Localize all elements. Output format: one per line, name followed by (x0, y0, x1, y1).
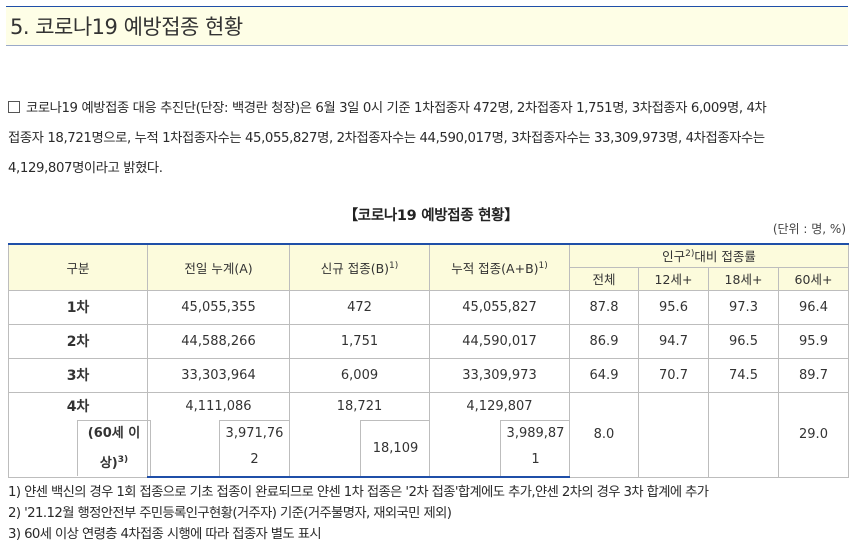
sub-cell-prev: 3,971,76 2 (147, 420, 290, 478)
cell-ratio-18: 97.3 (708, 289, 779, 325)
sub-cell-new: 18,109 (289, 420, 430, 478)
cell-ratio-12: 95.6 (638, 289, 709, 325)
cell-prev: 33,303,964 (147, 357, 290, 393)
footnote-2: 2) '21.12월 행정안전부 주민등록인구현황(거주자) 기준(거주불명자,… (8, 506, 452, 521)
cell-prev: 4,111,086 (147, 391, 290, 420)
header-new: 신규 접종(B)1) (289, 243, 430, 291)
cell-ratio-12: 70.7 (638, 357, 709, 393)
footnote-3: 3) 60세 이상 연령층 4차접종 시행에 따라 접종자 별도 표시 (8, 527, 322, 542)
cell-new: 472 (289, 289, 430, 325)
cell-ratio-18: 96.5 (708, 323, 779, 359)
cell-ratio-all: 87.8 (569, 289, 639, 325)
cell-ratio-60: 89.7 (778, 357, 849, 393)
row-label: 2차 (8, 323, 148, 359)
footnote-1: 1) 얀센 백신의 경우 1회 접종으로 기초 접종이 완료되므로 얀센 1차 … (8, 485, 709, 500)
table-row: 1차 45,055,355 472 45,055,827 87.8 95.6 9… (8, 289, 849, 325)
header-prev-cumulative: 전일 누계(A) (147, 243, 290, 291)
table-row-sub: (60세 이 상)3) 3,971,76 2 18,109 (8, 420, 849, 478)
cell-ratio-18 (708, 391, 779, 478)
cell-new: 1,751 (289, 323, 430, 359)
table-row: 4차 4,111,086 18,721 4,129,807 8.0 29.0 (8, 391, 849, 478)
section-header: 5. 코로나19 예방접종 현황 (6, 6, 848, 46)
header-ratio-18: 18세+ (708, 266, 779, 291)
header-ratio: 인구2)대비 접종률 (569, 243, 849, 268)
header-category: 구분 (8, 243, 148, 291)
sub-row-label-cell: (60세 이 상)3) (8, 420, 151, 478)
cell-ratio-all: 8.0 (569, 391, 639, 478)
table-unit: (단위 : 명, %) (772, 222, 846, 236)
cell-ratio-12 (638, 391, 709, 478)
row-label: 3차 (8, 357, 148, 393)
cell-ratio-12: 94.7 (638, 323, 709, 359)
row-label: 1차 (8, 289, 148, 325)
sub-cell-cumulative: 3,989,87 1 (429, 420, 570, 478)
cell-cumulative: 44,590,017 (429, 323, 570, 359)
header-ratio-all: 전체 (569, 266, 639, 291)
header-ratio-60: 60세+ (778, 266, 849, 291)
sub-row-label: (60세 이 상)3) (77, 420, 151, 477)
cell-ratio-all: 86.9 (569, 323, 639, 359)
table-row: 2차 44,588,266 1,751 44,590,017 86.9 94.7… (8, 323, 849, 359)
cell-ratio-60: 96.4 (778, 289, 849, 325)
cell-new: 18,721 (289, 391, 430, 420)
intro-paragraph: 코로나19 예방접종 대응 추진단(단장: 백경란 청장)은 6월 3일 0시 … (8, 94, 850, 184)
vaccination-table: 구분 전일 누계(A) 신규 접종(B)1) 누적 접종(A+B)1) 인구2)… (8, 243, 849, 478)
cell-prev: 44,588,266 (147, 323, 290, 359)
section-title: 5. 코로나19 예방접종 현황 (10, 15, 243, 39)
cell-ratio-all: 64.9 (569, 357, 639, 393)
intro-line-3: 4,129,807명이라고 밝혔다. (8, 161, 163, 176)
cell-cumulative: 4,129,807 (429, 391, 570, 420)
cell-cumulative: 33,309,973 (429, 357, 570, 393)
table-row: 3차 33,303,964 6,009 33,309,973 64.9 70.7… (8, 357, 849, 393)
header-ratio-12: 12세+ (638, 266, 709, 291)
intro-line-1: 코로나19 예방접종 대응 추진단(단장: 백경란 청장)은 6월 3일 0시 … (8, 94, 850, 124)
footnotes: 1) 얀센 백신의 경우 1회 접종으로 기초 접종이 완료되므로 얀센 1차 … (8, 482, 709, 545)
intro-line-2: 접종자 18,721명으로, 누적 1차접종자수는 45,055,827명, 2… (8, 131, 765, 146)
header-cumulative: 누적 접종(A+B)1) (429, 243, 570, 291)
cell-ratio-18: 74.5 (708, 357, 779, 393)
cell-cumulative: 45,055,827 (429, 289, 570, 325)
table-title: 【코로나19 예방접종 현황】 (343, 208, 519, 224)
cell-ratio-60: 95.9 (778, 323, 849, 359)
cell-ratio-60: 29.0 (778, 391, 849, 478)
cell-new: 6,009 (289, 357, 430, 393)
checkbox-square-icon (8, 101, 20, 113)
row-label: 4차 (8, 391, 148, 420)
cell-prev: 45,055,355 (147, 289, 290, 325)
